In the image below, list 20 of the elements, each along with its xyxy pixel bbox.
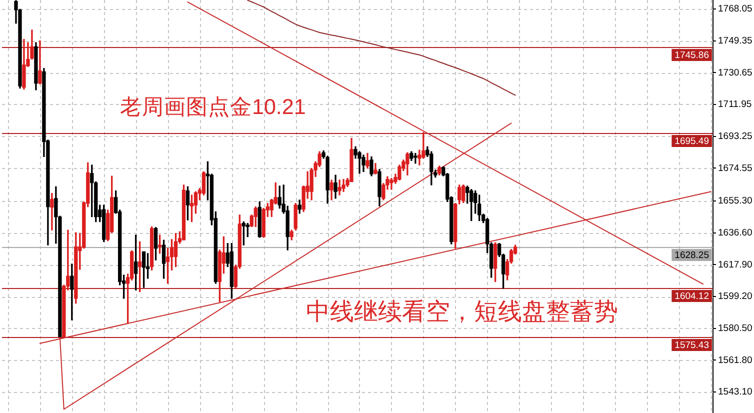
annotation: 中线继续看空，短线盘整蓄势 xyxy=(306,298,618,326)
y-tick-label: 1655.30 xyxy=(718,196,752,207)
y-tick-label: 1543.10 xyxy=(718,386,752,398)
ref-line-label: 1745.86 xyxy=(674,50,710,62)
y-tick-label: 1580.50 xyxy=(718,322,752,334)
y-tick-label: 1599.20 xyxy=(718,291,752,302)
ref-line-label: 1628.25 xyxy=(674,250,710,262)
text: 老周画图点金10.21 xyxy=(120,94,306,119)
y-tick-label: 1561.80 xyxy=(718,354,752,366)
ref-line-label: 1695.49 xyxy=(674,136,710,148)
y-tick-label: 1636.60 xyxy=(718,227,752,238)
y-tick-label: 1617.90 xyxy=(718,259,752,270)
y-tick-label: 1768.05 xyxy=(718,4,752,15)
ref-line-label: 1575.43 xyxy=(674,340,710,352)
y-tick-label: 1730.65 xyxy=(718,67,752,78)
y-tick-label: 1711.95 xyxy=(718,99,752,110)
y-tick-label: 1693.25 xyxy=(718,130,752,142)
ref-line-label: 1604.12 xyxy=(674,291,710,302)
y-tick-label: 1674.55 xyxy=(718,162,752,174)
y-tick-label: 1749.35 xyxy=(718,35,752,46)
